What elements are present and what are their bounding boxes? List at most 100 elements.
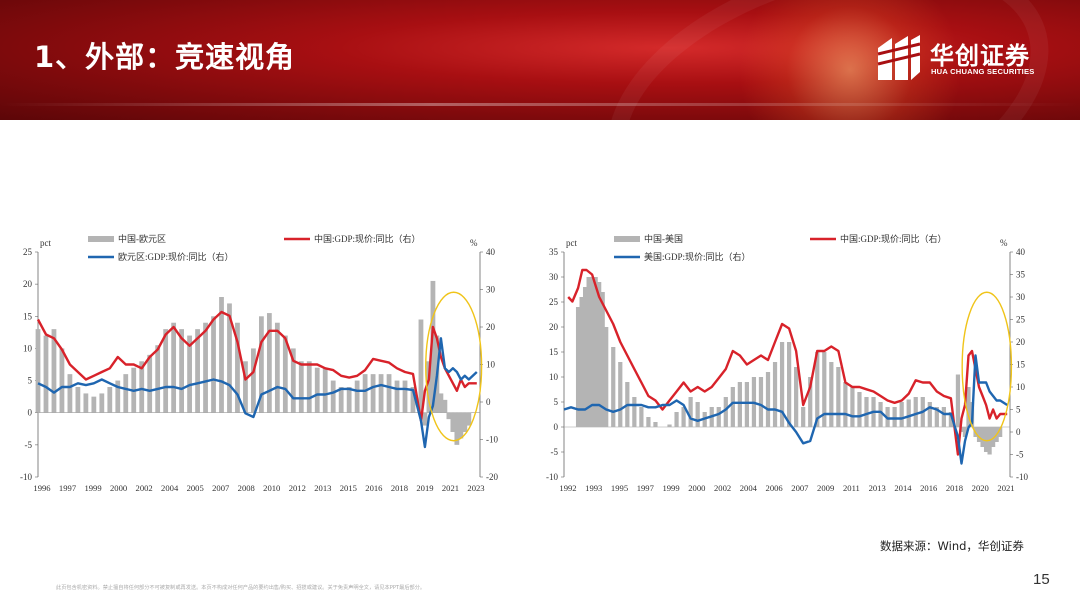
- left-tick-label: 15: [23, 311, 33, 321]
- bar-mark: [653, 422, 658, 427]
- bar-mark: [171, 322, 177, 413]
- bar-mark: [716, 407, 721, 427]
- left-tick-label: -5: [551, 447, 559, 457]
- x-tick-label: 2004: [161, 483, 179, 493]
- left-tick-label: 5: [28, 376, 33, 386]
- bar-mark: [600, 292, 605, 427]
- x-tick-label: 2019: [416, 483, 433, 493]
- bar-mark: [695, 402, 700, 427]
- bar-mark: [454, 412, 460, 445]
- bar-mark: [442, 399, 448, 413]
- right-tick-label: 20: [1016, 337, 1026, 347]
- x-tick-label: 2018: [946, 483, 963, 493]
- x-tick-label: 2013: [869, 483, 886, 493]
- x-tick-label: 2015: [340, 483, 357, 493]
- bar-mark: [892, 407, 897, 427]
- bar-mark: [139, 361, 145, 413]
- right-tick-label: 5: [1016, 405, 1021, 415]
- bar-mark: [575, 307, 581, 427]
- bar-mark: [586, 277, 591, 427]
- x-tick-label: 2021: [442, 483, 459, 493]
- left-unit-label: pct: [40, 238, 51, 248]
- bar-mark: [744, 382, 750, 427]
- bar-mark: [934, 407, 939, 427]
- bar-mark: [681, 407, 686, 427]
- legend-swatch-bar: [88, 236, 114, 242]
- foreign-gdp-line: [37, 337, 478, 449]
- legend-label: 美国:GDP:现价:同比（右）: [644, 251, 751, 262]
- bar-mark: [446, 412, 452, 420]
- bar-mark: [772, 362, 778, 427]
- bar-mark: [91, 396, 97, 413]
- right-tick-label: 25: [1016, 315, 1026, 325]
- bar-mark: [723, 397, 728, 427]
- highlight-ellipse: [425, 291, 483, 442]
- bar-mark: [187, 335, 192, 413]
- x-tick-label: 1999: [662, 483, 679, 493]
- left-tick-label: 10: [23, 343, 33, 353]
- bar-mark: [235, 322, 240, 413]
- x-tick-label: 1993: [585, 483, 602, 493]
- right-tick-label: 10: [486, 360, 496, 370]
- bar-mark: [354, 380, 360, 413]
- bar-mark: [966, 387, 971, 427]
- right-tick-label: 40: [486, 247, 496, 257]
- bar-mark: [765, 372, 771, 427]
- right-tick-label: -10: [1016, 472, 1028, 482]
- right-tick-label: 40: [1016, 247, 1026, 257]
- bar-mark: [730, 387, 735, 427]
- left-tick-label: 20: [549, 322, 559, 332]
- x-tick-label: 2013: [314, 483, 331, 493]
- bar-mark: [155, 345, 161, 413]
- x-tick-label: 1996: [33, 483, 51, 493]
- x-tick-label: 2006: [766, 483, 784, 493]
- legend-label: 中国:GDP:现价:同比（右）: [314, 233, 421, 244]
- x-tick-label: 2021: [997, 483, 1014, 493]
- bar-mark: [836, 367, 841, 427]
- china-gdp-line: [36, 310, 477, 422]
- company-logo: 华创证券 HUA CHUANG SECURITIES: [874, 34, 1054, 84]
- bar-mark: [801, 407, 806, 427]
- bar-mark: [282, 335, 288, 413]
- bar-mark: [688, 397, 693, 427]
- bar-mark: [458, 412, 464, 439]
- x-tick-label: 2009: [817, 483, 834, 493]
- bar-mark: [426, 361, 432, 413]
- x-tick-label: 2016: [920, 483, 938, 493]
- right-tick-label: 20: [486, 322, 496, 332]
- bar-mark: [667, 424, 672, 427]
- left-tick-label: 25: [23, 247, 33, 257]
- bar-mark: [590, 277, 595, 427]
- bar-mark: [955, 374, 961, 427]
- right-tick-label: 0: [486, 397, 491, 407]
- x-tick-label: 2007: [212, 483, 230, 493]
- bar-mark: [983, 427, 989, 452]
- x-tick-label: 1992: [559, 483, 576, 493]
- x-tick-label: 2016: [365, 483, 383, 493]
- bar-mark: [203, 322, 208, 413]
- bar-mark: [338, 387, 344, 413]
- bar-mark: [430, 280, 436, 413]
- bar-mark: [410, 387, 416, 413]
- bar-mark: [386, 374, 392, 413]
- bar-mark: [843, 382, 848, 427]
- bar-mark: [274, 322, 280, 413]
- x-tick-label: 2023: [467, 483, 484, 493]
- bar-mark: [259, 316, 264, 413]
- bar-mark: [266, 313, 272, 413]
- bar-mark: [597, 282, 602, 427]
- bar-mark: [43, 335, 49, 413]
- bar-mark: [370, 374, 376, 413]
- bar-mark: [787, 342, 792, 427]
- bar-mark: [243, 361, 248, 413]
- bar-mark: [195, 329, 200, 413]
- bar-mark: [948, 412, 954, 427]
- left-tick-label: 35: [549, 247, 559, 257]
- bar-mark: [611, 347, 616, 427]
- x-tick-label: 2014: [894, 483, 912, 493]
- bar-mark: [850, 387, 855, 427]
- bar-mark: [362, 374, 368, 413]
- x-tick-label: 2000: [110, 483, 127, 493]
- bar-mark: [402, 380, 408, 413]
- bar-mark: [737, 382, 742, 427]
